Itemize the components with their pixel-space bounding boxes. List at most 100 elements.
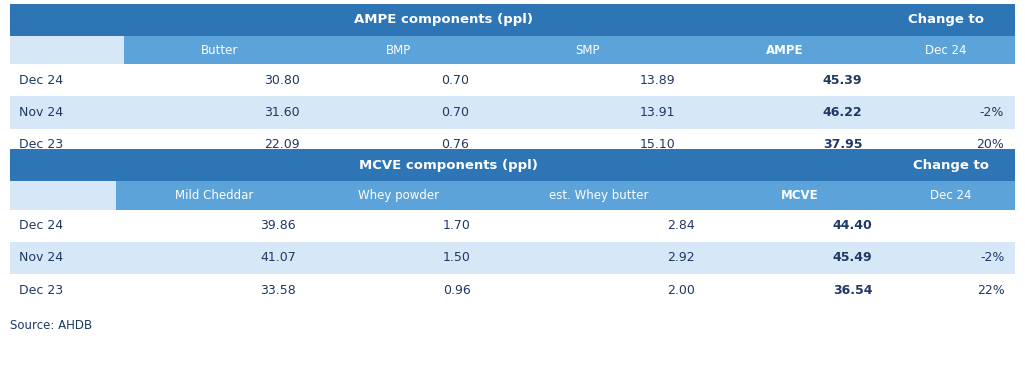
Text: 13.91: 13.91 xyxy=(640,106,675,119)
Text: 2.92: 2.92 xyxy=(667,251,695,265)
Bar xyxy=(713,242,887,274)
Bar xyxy=(485,274,713,306)
Bar xyxy=(10,242,116,274)
Text: SMP: SMP xyxy=(575,43,600,57)
Text: Nov 24: Nov 24 xyxy=(18,251,63,265)
Text: 46.22: 46.22 xyxy=(823,106,862,119)
Text: Dec 24: Dec 24 xyxy=(19,74,64,87)
Bar xyxy=(10,4,877,36)
Text: 31.60: 31.60 xyxy=(264,106,300,119)
Bar xyxy=(124,129,316,161)
Text: 22.09: 22.09 xyxy=(264,138,300,151)
Text: 0.76: 0.76 xyxy=(442,138,469,151)
Bar xyxy=(877,96,1015,129)
Text: 41.07: 41.07 xyxy=(260,251,296,265)
Text: Whey powder: Whey powder xyxy=(358,189,439,202)
Bar xyxy=(887,242,1015,274)
Text: 37.95: 37.95 xyxy=(823,138,862,151)
Text: 2.84: 2.84 xyxy=(667,219,695,232)
Bar xyxy=(10,149,887,181)
Bar xyxy=(10,64,124,96)
Text: 1.70: 1.70 xyxy=(443,219,470,232)
Bar xyxy=(483,64,692,96)
Bar xyxy=(713,274,887,306)
Bar xyxy=(316,129,483,161)
Bar xyxy=(483,129,692,161)
Bar xyxy=(312,242,485,274)
Text: -2%: -2% xyxy=(979,106,1003,119)
Text: AMPE components (ppl): AMPE components (ppl) xyxy=(355,13,533,26)
Text: est. Whey butter: est. Whey butter xyxy=(549,189,649,202)
Bar xyxy=(10,181,116,210)
Bar xyxy=(713,210,887,242)
Bar xyxy=(10,36,124,64)
Bar xyxy=(316,36,483,64)
Bar xyxy=(887,210,1015,242)
Text: 22%: 22% xyxy=(977,284,1004,297)
Text: 15.10: 15.10 xyxy=(640,138,675,151)
Bar xyxy=(713,181,887,210)
Bar xyxy=(10,210,116,242)
Text: 33.58: 33.58 xyxy=(260,284,296,297)
Bar xyxy=(877,36,1015,64)
Bar xyxy=(887,181,1015,210)
Bar xyxy=(312,274,485,306)
Text: 0.70: 0.70 xyxy=(441,74,469,87)
Text: Butter: Butter xyxy=(201,43,238,57)
Bar xyxy=(483,36,692,64)
Text: 1.50: 1.50 xyxy=(443,251,470,265)
Text: Change to: Change to xyxy=(912,159,988,172)
Bar xyxy=(485,210,713,242)
Bar xyxy=(124,64,316,96)
Text: -2%: -2% xyxy=(980,251,1004,265)
Bar xyxy=(10,129,124,161)
Text: Source: AHDB: Source: AHDB xyxy=(10,319,92,332)
Text: 0.96: 0.96 xyxy=(443,284,470,297)
Bar xyxy=(692,64,877,96)
Text: Dec 23: Dec 23 xyxy=(19,138,64,151)
Bar xyxy=(692,36,877,64)
Bar xyxy=(316,64,483,96)
Text: 45.49: 45.49 xyxy=(833,251,872,265)
Bar xyxy=(116,210,312,242)
Bar xyxy=(10,274,116,306)
Text: 45.39: 45.39 xyxy=(823,74,862,87)
Text: MCVE: MCVE xyxy=(781,189,819,202)
Bar xyxy=(124,96,316,129)
Bar xyxy=(124,36,316,64)
Text: 0.70: 0.70 xyxy=(441,106,469,119)
Bar xyxy=(877,4,1015,36)
Text: AMPE: AMPE xyxy=(766,43,804,57)
Bar xyxy=(692,129,877,161)
Text: Change to: Change to xyxy=(908,13,984,26)
Text: Nov 24: Nov 24 xyxy=(19,106,64,119)
Bar xyxy=(10,96,124,129)
Text: Dec 23: Dec 23 xyxy=(18,284,63,297)
Text: 30.80: 30.80 xyxy=(264,74,300,87)
Bar xyxy=(312,181,485,210)
Text: 13.89: 13.89 xyxy=(640,74,675,87)
Text: 36.54: 36.54 xyxy=(833,284,872,297)
Bar xyxy=(116,242,312,274)
Bar xyxy=(316,96,483,129)
Bar xyxy=(116,274,312,306)
Bar xyxy=(877,129,1015,161)
Text: 20%: 20% xyxy=(976,138,1003,151)
Bar xyxy=(485,242,713,274)
Text: Dec 24: Dec 24 xyxy=(926,43,967,57)
Text: MCVE components (ppl): MCVE components (ppl) xyxy=(359,159,538,172)
Text: 2.00: 2.00 xyxy=(667,284,695,297)
Bar xyxy=(485,181,713,210)
Text: Mild Cheddar: Mild Cheddar xyxy=(174,189,253,202)
Bar xyxy=(483,96,692,129)
Bar xyxy=(692,96,877,129)
Bar xyxy=(116,181,312,210)
Bar xyxy=(312,210,485,242)
Text: Dec 24: Dec 24 xyxy=(930,189,972,202)
Bar xyxy=(877,64,1015,96)
Bar xyxy=(887,149,1015,181)
Text: 39.86: 39.86 xyxy=(260,219,296,232)
Text: 44.40: 44.40 xyxy=(832,219,872,232)
Text: BMP: BMP xyxy=(386,43,411,57)
Bar xyxy=(887,274,1015,306)
